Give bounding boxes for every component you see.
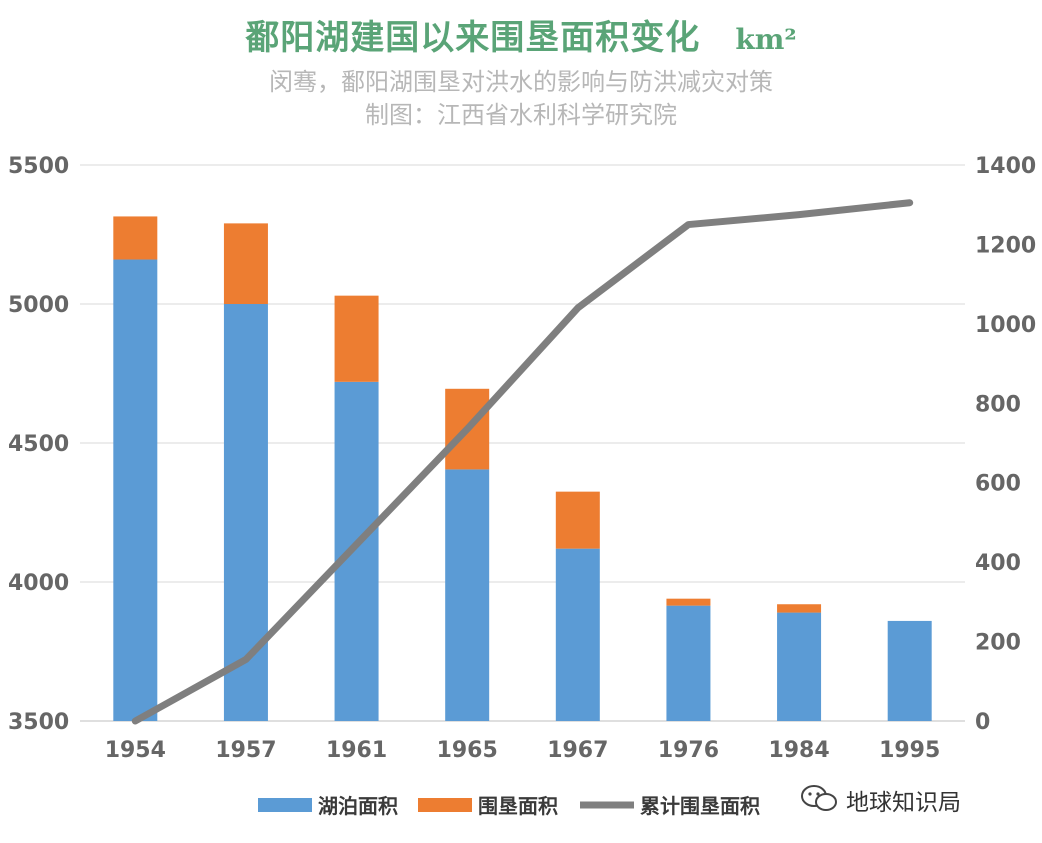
x-tick-label: 1961 xyxy=(326,738,387,763)
bar-lake-area xyxy=(777,612,822,721)
y-left-tick-label: 3500 xyxy=(8,710,69,735)
legend-swatch xyxy=(418,798,472,812)
legend-label: 围垦面积 xyxy=(478,794,558,818)
y-left-tick-label: 4000 xyxy=(8,571,69,596)
bar-reclaimed-area xyxy=(555,491,600,549)
bar-lake-area xyxy=(334,381,379,721)
y-left-tick-label: 5500 xyxy=(8,154,69,179)
y-right-tick-label: 0 xyxy=(975,710,990,735)
x-tick-label: 1965 xyxy=(437,738,498,763)
bar-group xyxy=(113,216,932,721)
wechat-icon xyxy=(801,785,837,811)
bar-lake-area xyxy=(555,548,600,721)
y-left-tick-label: 5000 xyxy=(8,293,69,318)
y-right-tick-label: 1200 xyxy=(975,233,1036,258)
bar-reclaimed-area xyxy=(334,295,379,382)
bar-lake-area xyxy=(445,469,490,721)
chart-credit-line: 制图：江西省水利科学研究院 xyxy=(365,101,677,129)
bar-lake-area xyxy=(223,304,268,721)
chart-title-row: 鄱阳湖建国以来围垦面积变化 km² xyxy=(0,10,1042,59)
bar-lake-area xyxy=(113,259,158,721)
x-tick-label: 1957 xyxy=(215,738,276,763)
chart-source-line: 闵骞，鄱阳湖围垦对洪水的影响与防洪减灾对策 xyxy=(269,68,773,96)
y-right-tick-label: 400 xyxy=(975,551,1021,576)
bar-reclaimed-area xyxy=(666,598,711,606)
line-cumulative-reclaimed xyxy=(131,199,914,725)
y-right-tick-label: 1400 xyxy=(975,154,1036,179)
x-tick-label: 1976 xyxy=(658,738,719,763)
y-right-tick-label: 1000 xyxy=(975,313,1036,338)
legend-swatch xyxy=(258,798,312,812)
bar-reclaimed-area xyxy=(113,216,158,260)
bar-lake-area xyxy=(887,620,932,721)
bar-lake-area xyxy=(666,605,711,721)
watermark: 地球知识局 xyxy=(801,783,961,817)
x-tick-label: 1954 xyxy=(105,738,166,763)
legend-label: 湖泊面积 xyxy=(318,794,398,818)
chart-unit: km² xyxy=(735,23,797,56)
x-tick-label: 1995 xyxy=(879,738,940,763)
watermark-text: 地球知识局 xyxy=(846,790,961,816)
y-right-tick-label: 600 xyxy=(975,472,1021,497)
legend-label: 累计围垦面积 xyxy=(640,794,760,818)
axis-labels: 3500 4000 4500 5000 5500 0 200 400 600 800 1000 120… xyxy=(8,154,1036,763)
gridlines xyxy=(80,164,965,722)
bar-reclaimed-area xyxy=(777,604,822,613)
chart-title: 鄱阳湖建国以来围垦面积变化 xyxy=(245,18,701,58)
x-tick-label: 1984 xyxy=(768,738,829,763)
legend: 湖泊面积 围垦面积 累计围垦面积 xyxy=(258,794,760,818)
line-group xyxy=(131,199,914,725)
y-right-tick-label: 200 xyxy=(975,631,1021,656)
x-tick-label: 1967 xyxy=(547,738,608,763)
bar-reclaimed-area xyxy=(223,223,268,304)
y-right-tick-label: 800 xyxy=(975,392,1021,417)
y-left-tick-label: 4500 xyxy=(8,432,69,457)
